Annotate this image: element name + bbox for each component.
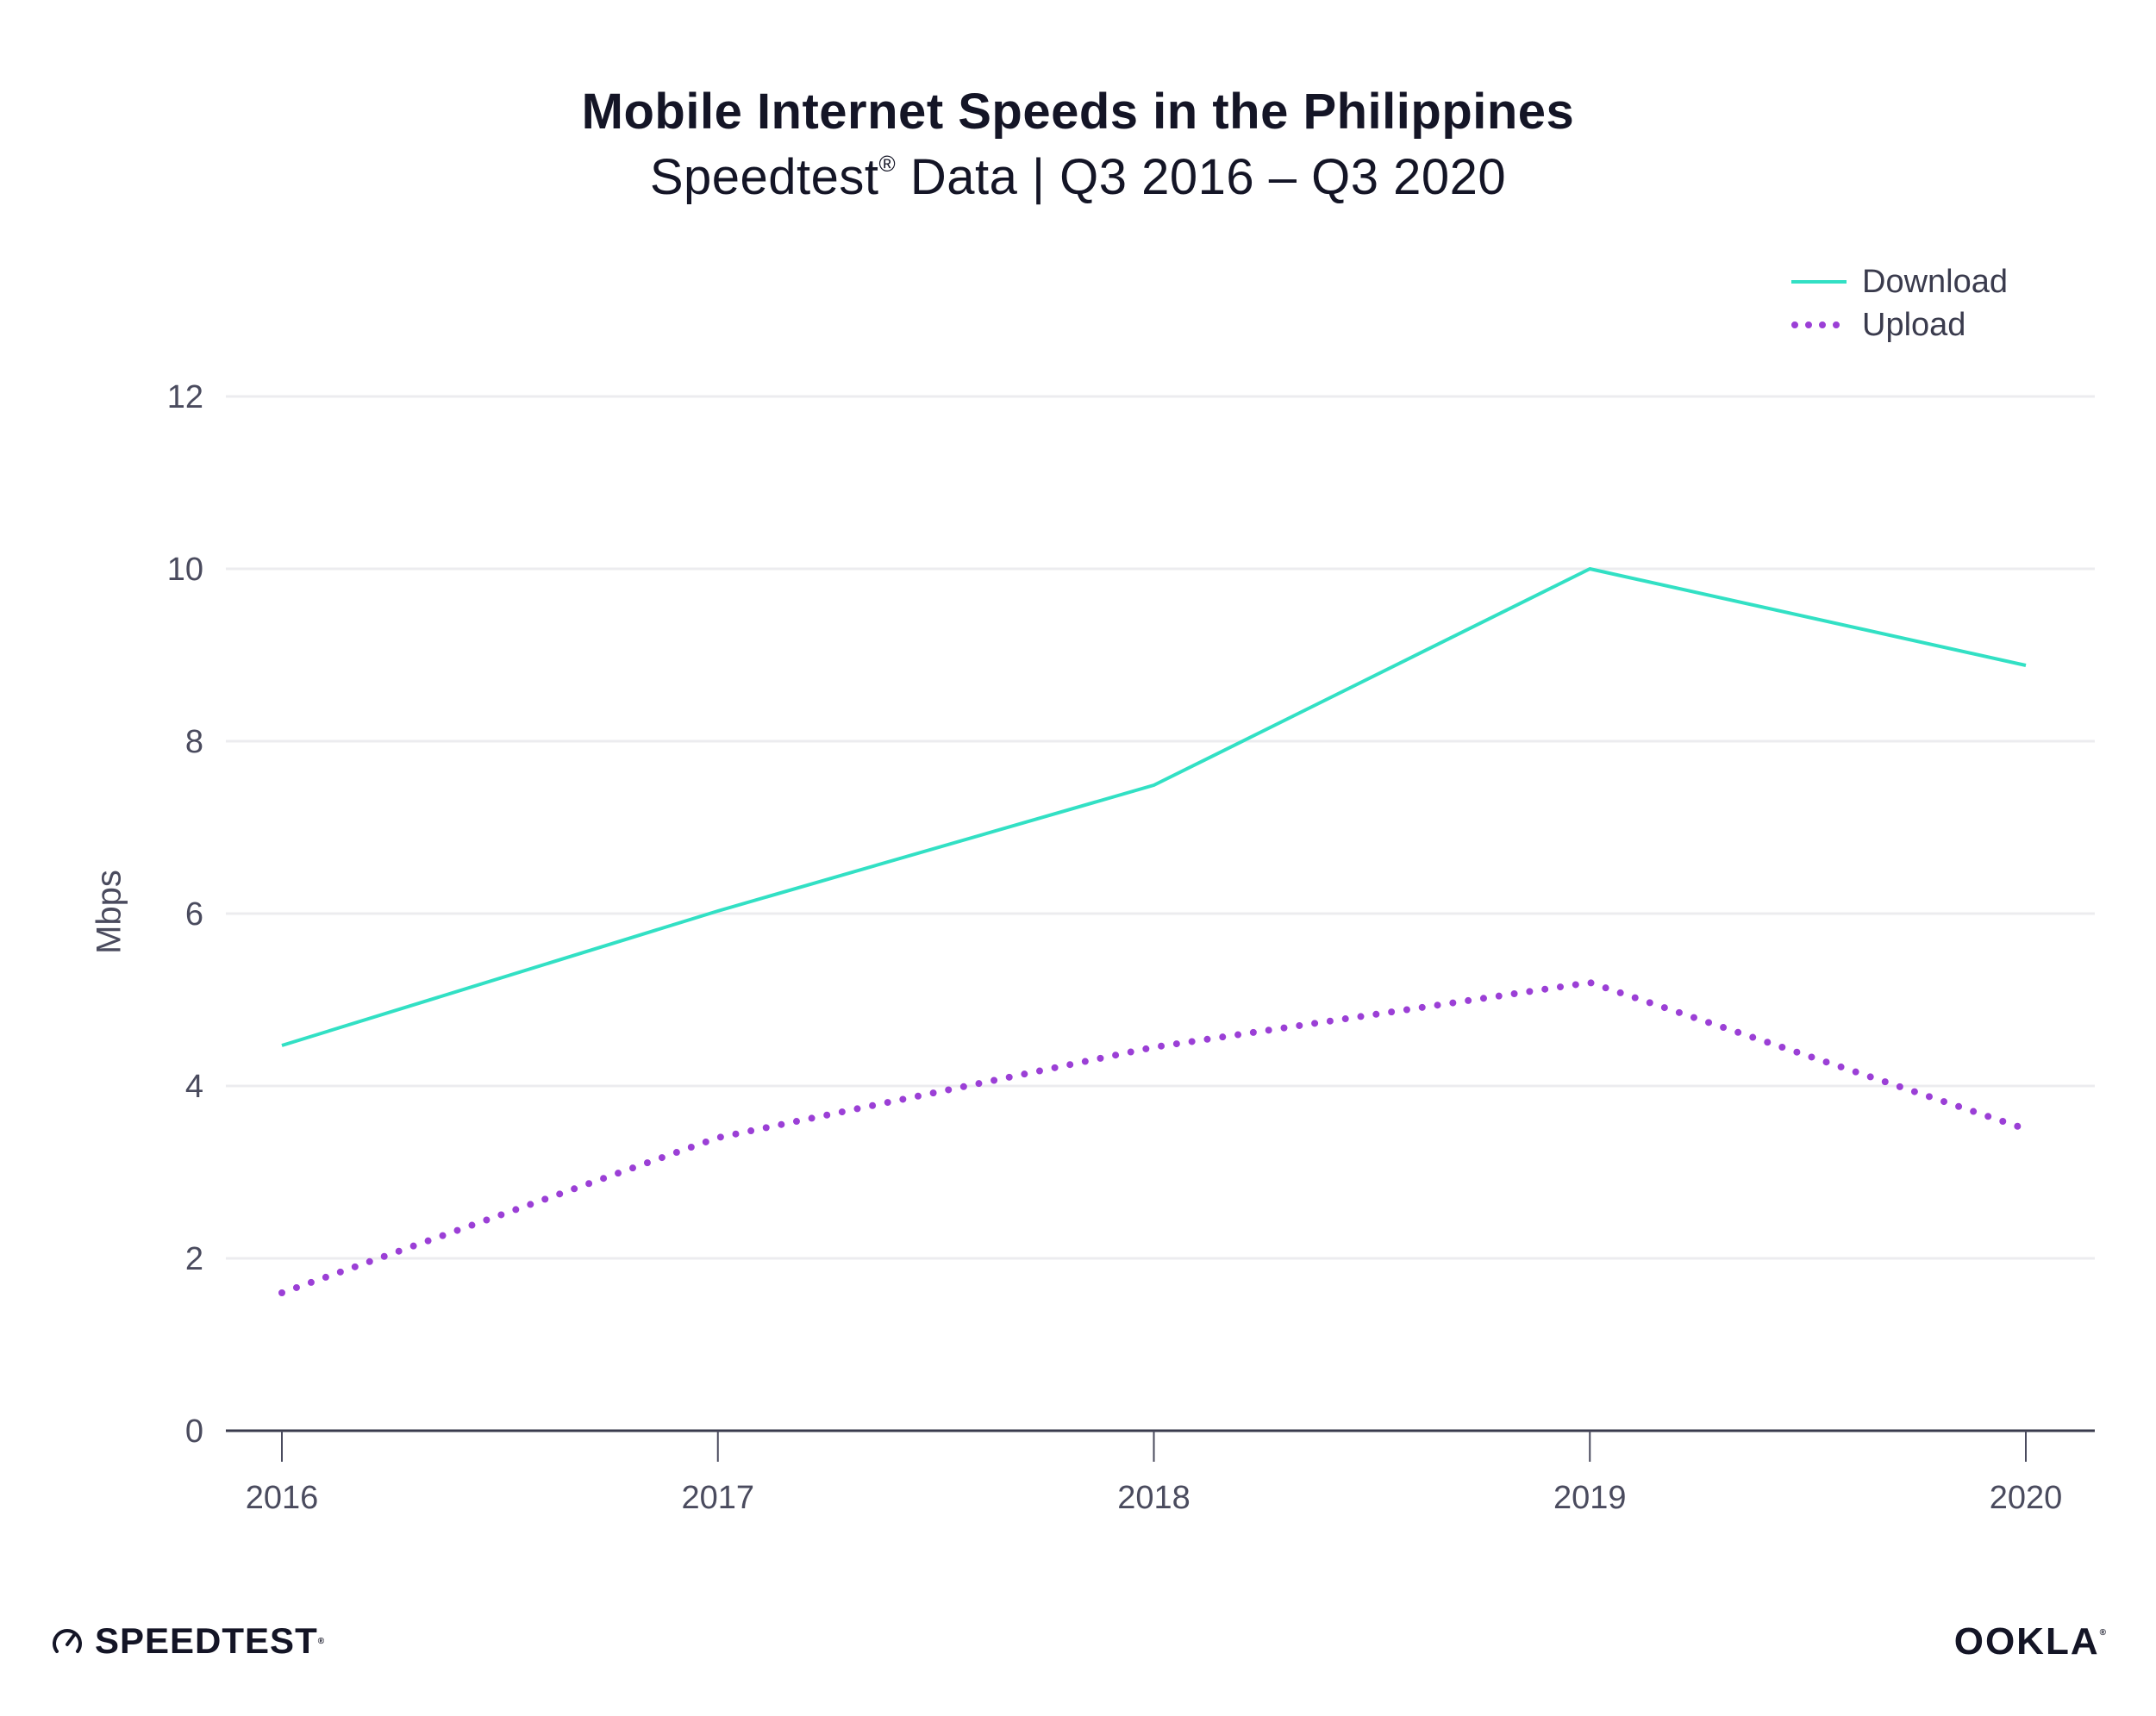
y-tick-label-12: 12 (167, 379, 203, 415)
chart-title: Mobile Internet Speeds in the Philippine… (581, 84, 1575, 140)
speedtest-registered-mark: ® (317, 1636, 326, 1646)
ookla-logo: OOKLA® (1954, 1620, 2108, 1663)
x-tick-label-2019: 2019 (1553, 1480, 1627, 1516)
legend-label-upload: Upload (1862, 306, 1966, 343)
speedtest-logo: SPEEDTEST ® (50, 1620, 325, 1662)
data-point-upload-2019 (1589, 982, 1590, 983)
series-line-upload (278, 979, 2029, 1296)
subtitle-rest: Data | Q3 2016 – Q3 2020 (896, 149, 1507, 205)
y-tick-label-10: 10 (167, 552, 203, 588)
speedometer-icon (53, 1629, 82, 1653)
legend-swatch-download (1791, 280, 1847, 284)
legend-swatch-upload (1791, 321, 1847, 328)
y-tick-label-2: 2 (185, 1241, 203, 1277)
legend-item-upload: Upload (1791, 303, 2008, 346)
data-point-download-2016 (281, 1045, 283, 1046)
x-tick-label-2018: 2018 (1117, 1480, 1190, 1516)
series-line-download (281, 567, 2027, 1047)
legend-label-download: Download (1862, 263, 2008, 300)
y-tick-label-6: 6 (185, 896, 203, 933)
chart-legend: Download Upload (1791, 260, 2008, 346)
chart-subtitle: Speedtest® Data | Q3 2016 – Q3 2020 (0, 148, 2156, 206)
x-tick-label-2016: 2016 (246, 1480, 319, 1516)
data-point-upload-2018 (1153, 1046, 1155, 1048)
x-tick-label-2020: 2020 (1990, 1480, 2063, 1516)
data-point-upload-2017 (717, 1137, 719, 1139)
registered-mark: ® (878, 151, 897, 177)
subtitle-main: Speedtest (649, 149, 879, 205)
ookla-registered-mark: ® (2099, 1628, 2108, 1638)
ookla-wordmark: OOKLA (1953, 1620, 2100, 1663)
data-point-upload-2020 (2025, 1128, 2027, 1130)
y-tick-label-8: 8 (185, 724, 203, 760)
legend-item-download: Download (1791, 260, 2008, 303)
data-point-download-2017 (717, 910, 719, 912)
data-point-download-2020 (2025, 665, 2027, 666)
data-point-upload-2016 (281, 1292, 283, 1294)
y-tick-label-4: 4 (185, 1069, 203, 1105)
x-tick-label-2017: 2017 (681, 1480, 754, 1516)
data-point-download-2018 (1153, 784, 1155, 786)
data-point-download-2019 (1589, 568, 1590, 570)
speedtest-wordmark: SPEEDTEST (95, 1620, 318, 1661)
y-tick-label-0: 0 (185, 1413, 203, 1450)
